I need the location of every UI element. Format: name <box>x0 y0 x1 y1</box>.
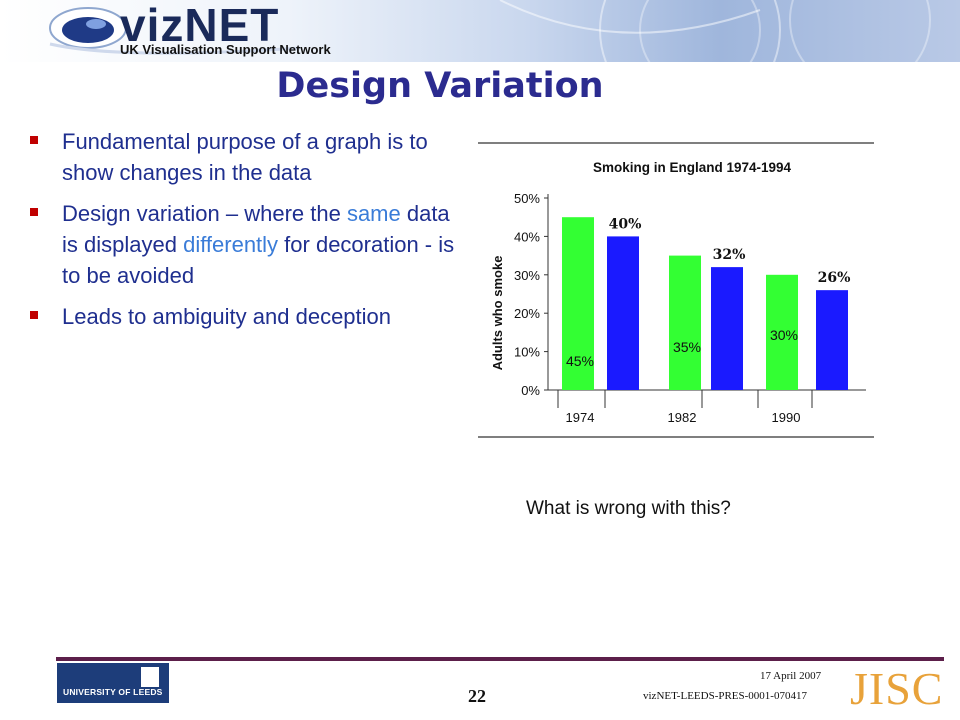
footer-reference: vizNET-LEEDS-PRES-0001-070417 <box>643 690 807 702</box>
university-logo-text: UNIVERSITY OF LEEDS <box>63 687 163 697</box>
bar-1974-blue <box>607 236 639 390</box>
bar-1990-green <box>766 274 798 390</box>
bar-data-label: 32% <box>713 247 746 263</box>
y-tick-label: 30% <box>514 268 540 283</box>
highlight-word-same: same <box>346 201 401 226</box>
chart-title: Smoking in England 1974-1994 <box>593 160 792 175</box>
bar-chart-svg: Smoking in England 1974-1994 Adults who … <box>478 142 874 438</box>
bullet-text: Leads to ambiguity and deception <box>62 304 392 329</box>
bullet-text-part: data is displayed <box>62 201 450 257</box>
bullet-list: Fundamental purpose of a graph is to sho… <box>28 126 468 342</box>
chart-caption: What is wrong with this? <box>526 498 731 519</box>
bar-1990-blue <box>816 290 848 390</box>
banner-swirl-decoration <box>49 0 931 62</box>
chart-plot-area: 0% 10% 20% 30% 40% 50% 45% 40% 35% 32% 30% 26% 1974 1… <box>514 191 866 425</box>
y-tick-label: 0% <box>521 383 540 398</box>
y-tick-label: 40% <box>514 229 540 244</box>
bullet-item: Design variation – where the same data i… <box>28 198 468 291</box>
highlight-word-differently: differently <box>183 232 279 257</box>
y-tick-label: 50% <box>514 191 540 206</box>
bar-data-label: 35% <box>673 339 701 355</box>
header-banner: vizNET UK Visualisation Support Network <box>0 0 960 62</box>
bullet-item: Leads to ambiguity and deception <box>28 301 468 332</box>
footer-date: 17 April 2007 <box>760 670 822 682</box>
bullet-square-icon <box>30 311 38 319</box>
university-of-leeds-logo: UNIVERSITY OF LEEDS <box>57 663 169 703</box>
slide-title: Design Variation <box>276 66 604 106</box>
jisc-logo: JISC <box>850 663 944 714</box>
bar-1982-green <box>669 255 701 390</box>
vizNET-logo: vizNET <box>120 0 280 51</box>
x-tick-label: 1990 <box>772 410 801 425</box>
bar-data-label: 45% <box>566 353 594 369</box>
y-tick-label: 20% <box>514 306 540 321</box>
bullet-item: Fundamental purpose of a graph is to sho… <box>28 126 468 188</box>
bullet-square-icon <box>30 136 38 144</box>
bullet-text-part: for decoration - is to be avoided <box>62 232 455 288</box>
y-tick-label: 10% <box>514 345 540 360</box>
page-number: 22 <box>468 686 486 706</box>
logo-tagline: UK Visualisation Support Network <box>120 42 331 57</box>
chart-ylabel: Adults who smoke <box>490 256 505 371</box>
bar-1974-green <box>562 217 594 390</box>
bar-data-label: 30% <box>770 327 798 343</box>
bullet-text-part: Design variation – where the <box>62 201 347 226</box>
x-tick-label: 1974 <box>566 410 595 425</box>
footer-divider <box>56 657 944 661</box>
bullet-square-icon <box>30 208 38 216</box>
smoking-chart: Smoking in England 1974-1994 Adults who … <box>476 140 876 440</box>
leeds-crest-icon <box>141 667 159 687</box>
bar-1982-blue <box>711 267 743 390</box>
bullet-text: Fundamental purpose of a graph is to sho… <box>62 129 428 185</box>
bar-data-label: 26% <box>818 270 851 286</box>
bar-data-label: 40% <box>609 216 642 232</box>
x-tick-label: 1982 <box>668 410 697 425</box>
